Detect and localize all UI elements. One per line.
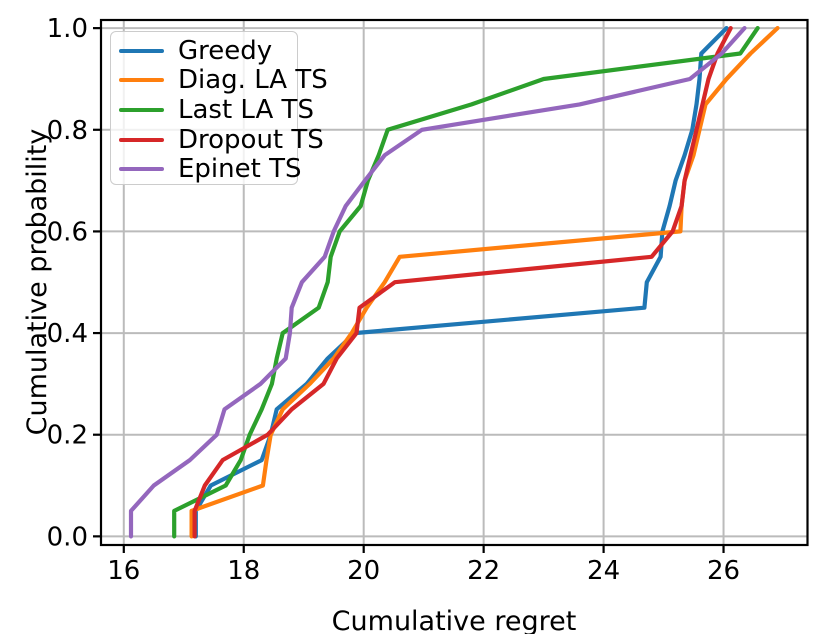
series-line-greedy	[193, 26, 729, 539]
legend-item-label: Epinet TS	[178, 154, 302, 185]
y-tick-label: 0.8	[47, 116, 88, 146]
series-line-epinet-ts	[128, 26, 747, 539]
series-line-dropout-ts	[192, 26, 733, 539]
legend-line-swatch-icon	[119, 107, 164, 112]
y-tick-label: 1.0	[47, 14, 88, 44]
y-tick-label: 0.4	[47, 319, 88, 349]
y-axis-label: Cumulative probability	[22, 129, 53, 436]
legend-item-label: Greedy	[178, 35, 273, 66]
x-tick-label: 16	[107, 556, 140, 586]
series-line-diag-la-ts	[189, 26, 780, 539]
legend-line-swatch-icon	[119, 137, 164, 142]
legend-line-swatch-icon	[119, 78, 164, 83]
x-tick-label: 18	[227, 556, 260, 586]
x-tick-label: 26	[707, 556, 740, 586]
legend-item-label: Last LA TS	[178, 94, 314, 125]
series-line-last-la-ts	[172, 26, 760, 539]
legend: Greedy Diag. LA TS Last LA TS Dropout TS Epi…	[110, 31, 328, 185]
legend-item-diag-la-ts: Diag. LA TS	[111, 66, 328, 96]
legend-line-swatch-icon	[119, 167, 164, 172]
x-tick-label: 24	[587, 556, 620, 586]
series-lines	[128, 26, 780, 539]
legend-line-swatch-icon	[119, 48, 164, 53]
legend-item-epinet-ts: Epinet TS	[111, 154, 301, 184]
y-tick-label: 0.6	[47, 217, 88, 247]
x-tick-label: 20	[347, 556, 380, 586]
legend-item-greedy: Greedy	[111, 36, 297, 66]
legend-item-label: Dropout TS	[178, 124, 324, 155]
axes: 16 18 20 22 24 26 0.0 0.2 0.4 0.6 0.8 1.0	[47, 14, 809, 586]
legend-item-dropout-ts: Dropout TS	[111, 125, 324, 155]
x-tick-label: 22	[467, 556, 500, 586]
plot-border	[99, 18, 809, 547]
y-tick-label: 0.2	[47, 421, 88, 451]
legend-item-last-la-ts: Last LA TS	[111, 95, 314, 125]
y-tick-label: 0.0	[47, 522, 88, 552]
legend-item-label: Diag. LA TS	[178, 65, 328, 96]
x-axis-label: Cumulative regret	[332, 606, 577, 634]
